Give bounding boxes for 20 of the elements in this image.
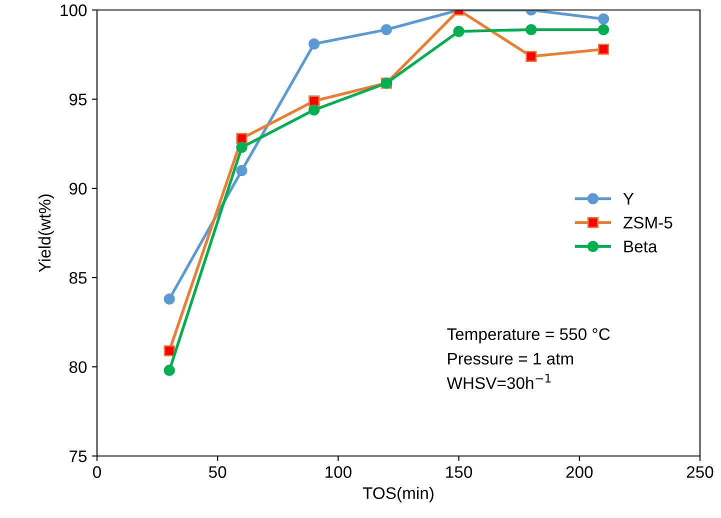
- y-tick-label: 80: [69, 361, 87, 374]
- x-tick-label: 200: [566, 466, 593, 478]
- y-tick-label: 85: [69, 272, 87, 284]
- y-tick-label: 90: [70, 182, 87, 195]
- x-tick-label: 50: [209, 466, 226, 478]
- x-tick-label: 0: [93, 466, 101, 478]
- x-tick-label: 150: [446, 466, 472, 478]
- legend-label: ZSM-5: [623, 216, 672, 229]
- legend-label: Y: [623, 193, 634, 205]
- y-tick-label: 95: [70, 94, 87, 106]
- x-tick-label: 100: [326, 466, 352, 478]
- annotation: WHSV=30h$^{−1}$: [446, 374, 551, 389]
- y-tick-label: 75: [70, 450, 87, 462]
- y-tick-label: 100: [60, 4, 87, 16]
- annotation: Pressure = 1 atm: [448, 352, 574, 365]
- y-axis-title: Yield(wt%): [38, 194, 54, 272]
- annotation: Temperature = 550 °C: [447, 328, 610, 344]
- x-axis-title: TOS(min): [362, 486, 434, 502]
- legend-label: Beta: [624, 240, 658, 252]
- x-tick-label: 250: [686, 466, 714, 478]
